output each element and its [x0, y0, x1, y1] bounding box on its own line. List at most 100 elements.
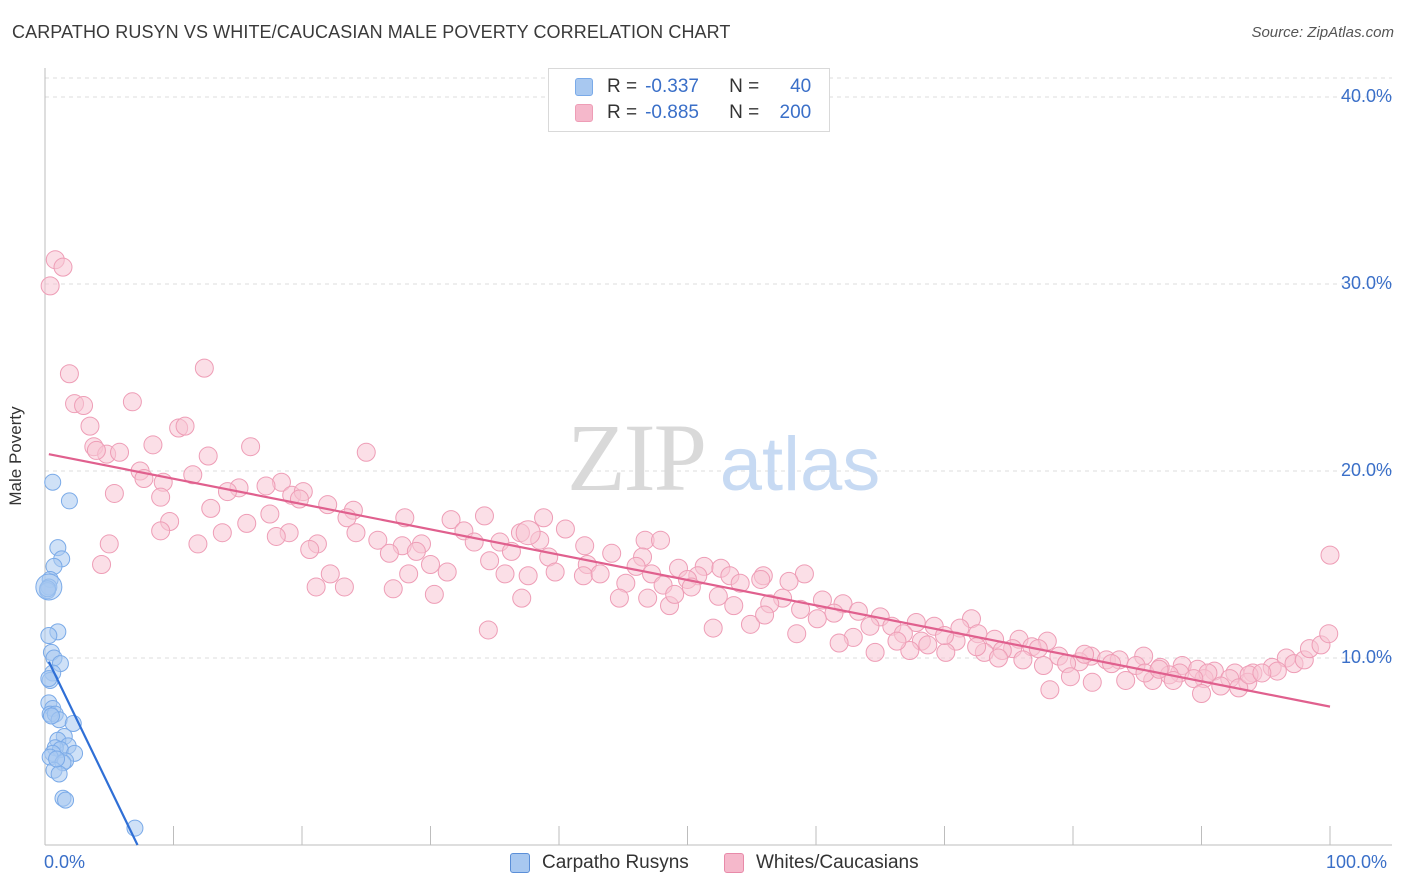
data-point: [967, 637, 987, 657]
data-point: [201, 498, 221, 518]
y-tick-label: 10.0%: [1340, 647, 1392, 667]
data-point: [751, 569, 771, 589]
trend-lines: [47, 453, 1331, 846]
data-point: [237, 513, 257, 533]
data-point: [48, 750, 66, 768]
data-point: [1320, 545, 1340, 565]
data-point: [740, 614, 760, 634]
data-point: [198, 446, 218, 466]
data-point: [730, 573, 750, 593]
data-point: [399, 564, 419, 584]
data-point: [59, 364, 79, 384]
data-point: [703, 618, 723, 638]
data-point: [638, 588, 658, 608]
legend-n-label: N =: [729, 76, 760, 97]
data-point: [787, 624, 807, 644]
data-point: [651, 530, 671, 550]
watermark-atlas: atlas: [720, 422, 881, 507]
data-point: [306, 577, 326, 597]
series-carpatho-rusyns: [35, 473, 144, 837]
axes: [44, 68, 1392, 846]
data-point: [791, 599, 811, 619]
data-point: [518, 566, 538, 586]
legend-n-value: 200: [779, 102, 812, 123]
bottom-legend-swatch-blue: [510, 853, 530, 873]
legend-n-label: N =: [729, 102, 760, 123]
data-point: [860, 616, 880, 636]
data-point: [320, 564, 340, 584]
data-point: [143, 435, 163, 455]
source-label: Source: ZipAtlas.com: [1251, 24, 1394, 41]
trend-line-carpatho-rusyns: [47, 661, 139, 846]
legend-r-value: -0.337: [645, 76, 699, 97]
data-point: [60, 492, 78, 510]
legend-r-label: R =: [607, 76, 638, 97]
data-point: [887, 631, 907, 651]
data-point: [424, 584, 444, 604]
bottom-legend-item-whites-caucasians[interactable]: Whites/Caucasians: [724, 852, 919, 874]
data-point: [900, 641, 920, 661]
bottom-legend-swatch-pink: [724, 853, 744, 873]
data-point: [665, 584, 685, 604]
data-point: [609, 588, 629, 608]
bottom-legend-label: Carpatho Rusyns: [542, 852, 689, 873]
legend-n-value: 40: [790, 76, 812, 97]
data-point: [110, 442, 130, 462]
data-point: [865, 642, 885, 662]
data-point: [1149, 659, 1169, 679]
data-point: [534, 508, 554, 528]
bottom-legend-item-carpatho-rusyns[interactable]: Carpatho Rusyns: [510, 852, 689, 874]
data-point: [368, 530, 388, 550]
data-point: [40, 276, 60, 296]
data-point: [74, 396, 94, 416]
data-point: [421, 555, 440, 574]
data-point: [829, 633, 849, 653]
data-point: [40, 627, 58, 645]
data-point: [194, 358, 214, 378]
bottom-legend-label: Whites/Caucasians: [756, 852, 919, 873]
data-point: [260, 504, 280, 524]
data-point: [495, 564, 515, 584]
data-point: [1252, 663, 1272, 683]
data-point: [53, 257, 73, 277]
data-point: [575, 536, 595, 556]
data-point: [406, 541, 426, 561]
data-point: [724, 596, 744, 616]
y-tick-label: 30.0%: [1340, 273, 1392, 293]
x-tick-label-max: 100.0%: [1326, 852, 1388, 872]
data-point: [1319, 624, 1339, 644]
data-point: [512, 588, 532, 608]
data-point: [383, 579, 403, 599]
data-point: [1040, 680, 1060, 700]
data-point: [86, 440, 106, 460]
data-point: [151, 487, 171, 507]
x-tick-label-min: 0.0%: [44, 852, 86, 872]
data-point: [988, 648, 1008, 668]
data-point: [480, 551, 500, 571]
data-point: [441, 510, 461, 530]
legend-r-label: R =: [607, 102, 638, 123]
data-point: [395, 508, 415, 528]
data-point-large: [515, 520, 541, 546]
data-point: [346, 523, 366, 543]
data-point: [936, 642, 956, 662]
data-point: [812, 590, 832, 610]
data-point: [708, 586, 728, 606]
data-point: [848, 601, 868, 621]
data-point: [42, 707, 60, 725]
legend-row-carpatho-rusyns: R = -0.337 N = 40: [549, 74, 811, 100]
y-tick-label: 40.0%: [1340, 86, 1392, 106]
chart-title: CARPATHO RUSYN VS WHITE/CAUCASIAN MALE P…: [12, 22, 731, 42]
data-point: [794, 564, 814, 584]
data-point: [602, 543, 622, 563]
data-point: [1013, 650, 1033, 670]
data-point: [266, 526, 286, 546]
data-point: [807, 609, 827, 629]
data-point: [122, 392, 142, 412]
data-point: [1082, 672, 1102, 692]
data-point: [555, 519, 575, 539]
data-point: [104, 483, 124, 503]
data-point: [334, 577, 354, 597]
legend-swatch-pink: [575, 104, 593, 122]
data-point: [99, 534, 119, 554]
